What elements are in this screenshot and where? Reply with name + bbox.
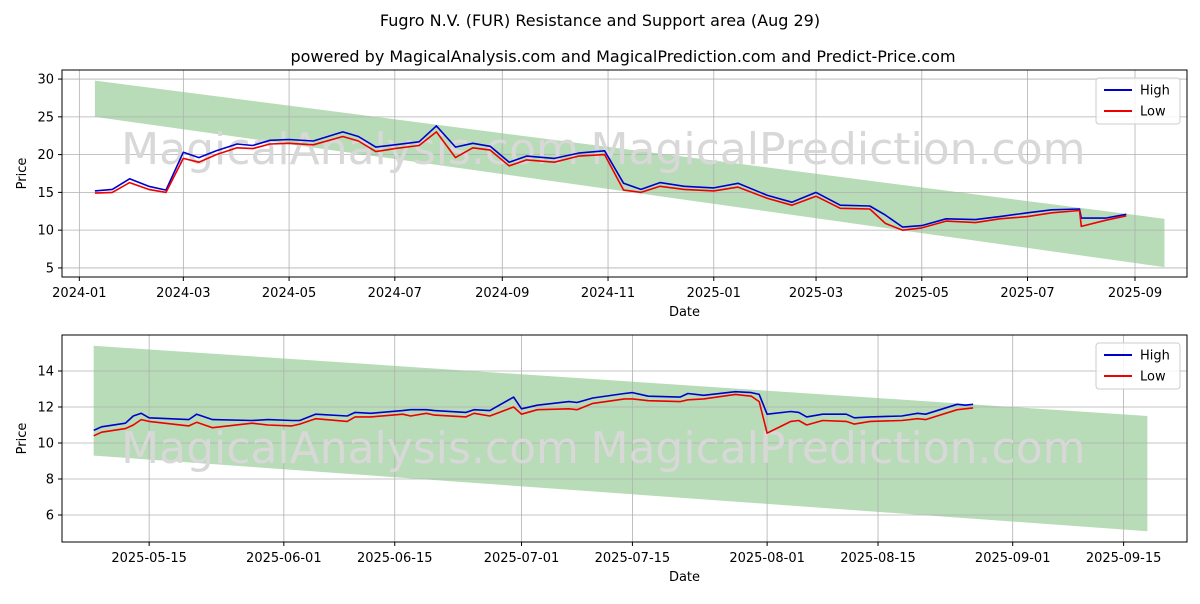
watermark-right: MagicalPrediction.com xyxy=(591,124,1086,175)
y-axis-label: Price xyxy=(15,423,30,455)
legend-label-high: High xyxy=(1140,84,1170,99)
x-axis-label: Date xyxy=(669,305,700,320)
price-chart-recent: MagicalAnalysis.com MagicalPrediction.com… xyxy=(15,334,1188,585)
y-tick-label: 10 xyxy=(37,224,54,239)
x-tick-label: 2025-01 xyxy=(687,286,741,301)
series-line-high xyxy=(93,390,974,432)
x-axis-label: Date xyxy=(669,570,700,585)
plot-frame xyxy=(61,334,1188,543)
x-tick-label: 2025-07 xyxy=(1000,286,1054,301)
support-resistance-band xyxy=(93,345,1148,532)
chart-subtitle: powered by MagicalAnalysis.com and Magic… xyxy=(290,47,955,66)
series-line-high xyxy=(94,125,1127,228)
x-tick-label: 2025-06-15 xyxy=(357,551,433,566)
x-tick-label: 2025-09-01 xyxy=(975,551,1051,566)
series-line-low xyxy=(93,393,974,437)
y-tick-label: 15 xyxy=(37,186,54,201)
legend-label-low: Low xyxy=(1140,105,1166,120)
watermark-left: MagicalAnalysis.com xyxy=(121,124,579,175)
y-tick-label: 20 xyxy=(37,148,54,163)
series-line-low xyxy=(94,131,1127,231)
y-tick-label: 25 xyxy=(37,110,54,125)
x-tick-label: 2024-05 xyxy=(262,286,316,301)
x-tick-label: 2025-08-01 xyxy=(729,551,805,566)
legend-label-low: Low xyxy=(1140,370,1166,385)
chart-title: Fugro N.V. (FUR) Resistance and Support … xyxy=(380,11,820,30)
x-tick-label: 2024-03 xyxy=(156,286,210,301)
support-resistance-band xyxy=(94,80,1165,268)
x-tick-label: 2025-09-15 xyxy=(1086,551,1162,566)
x-tick-label: 2025-05 xyxy=(895,286,949,301)
y-tick-label: 12 xyxy=(37,401,54,416)
price-chart-full: MagicalAnalysis.com MagicalPrediction.com… xyxy=(15,69,1188,320)
y-tick-label: 10 xyxy=(37,437,54,452)
x-tick-label: 2024-09 xyxy=(475,286,529,301)
y-axis-label: Price xyxy=(15,158,30,190)
y-tick-label: 5 xyxy=(46,261,54,276)
y-tick-label: 30 xyxy=(37,73,54,88)
x-tick-label: 2025-09 xyxy=(1108,286,1162,301)
y-tick-label: 14 xyxy=(37,365,54,380)
legend-label-high: High xyxy=(1140,349,1170,364)
y-tick-label: 6 xyxy=(46,509,54,524)
x-tick-label: 2025-05-15 xyxy=(111,551,187,566)
watermark-right: MagicalPrediction.com xyxy=(591,423,1086,474)
x-tick-label: 2024-11 xyxy=(581,286,635,301)
legend: High Low xyxy=(1095,77,1181,125)
x-tick-label: 2024-01 xyxy=(52,286,106,301)
y-tick-label: 8 xyxy=(46,473,54,488)
watermark-left: MagicalAnalysis.com xyxy=(121,423,579,474)
x-tick-label: 2025-08-15 xyxy=(840,551,916,566)
legend: High Low xyxy=(1095,342,1181,390)
x-tick-label: 2024-07 xyxy=(368,286,422,301)
plot-frame xyxy=(61,69,1188,278)
x-tick-label: 2025-07-15 xyxy=(595,551,671,566)
x-tick-label: 2025-06-01 xyxy=(246,551,322,566)
x-tick-label: 2025-03 xyxy=(789,286,843,301)
x-tick-label: 2025-07-01 xyxy=(484,551,560,566)
